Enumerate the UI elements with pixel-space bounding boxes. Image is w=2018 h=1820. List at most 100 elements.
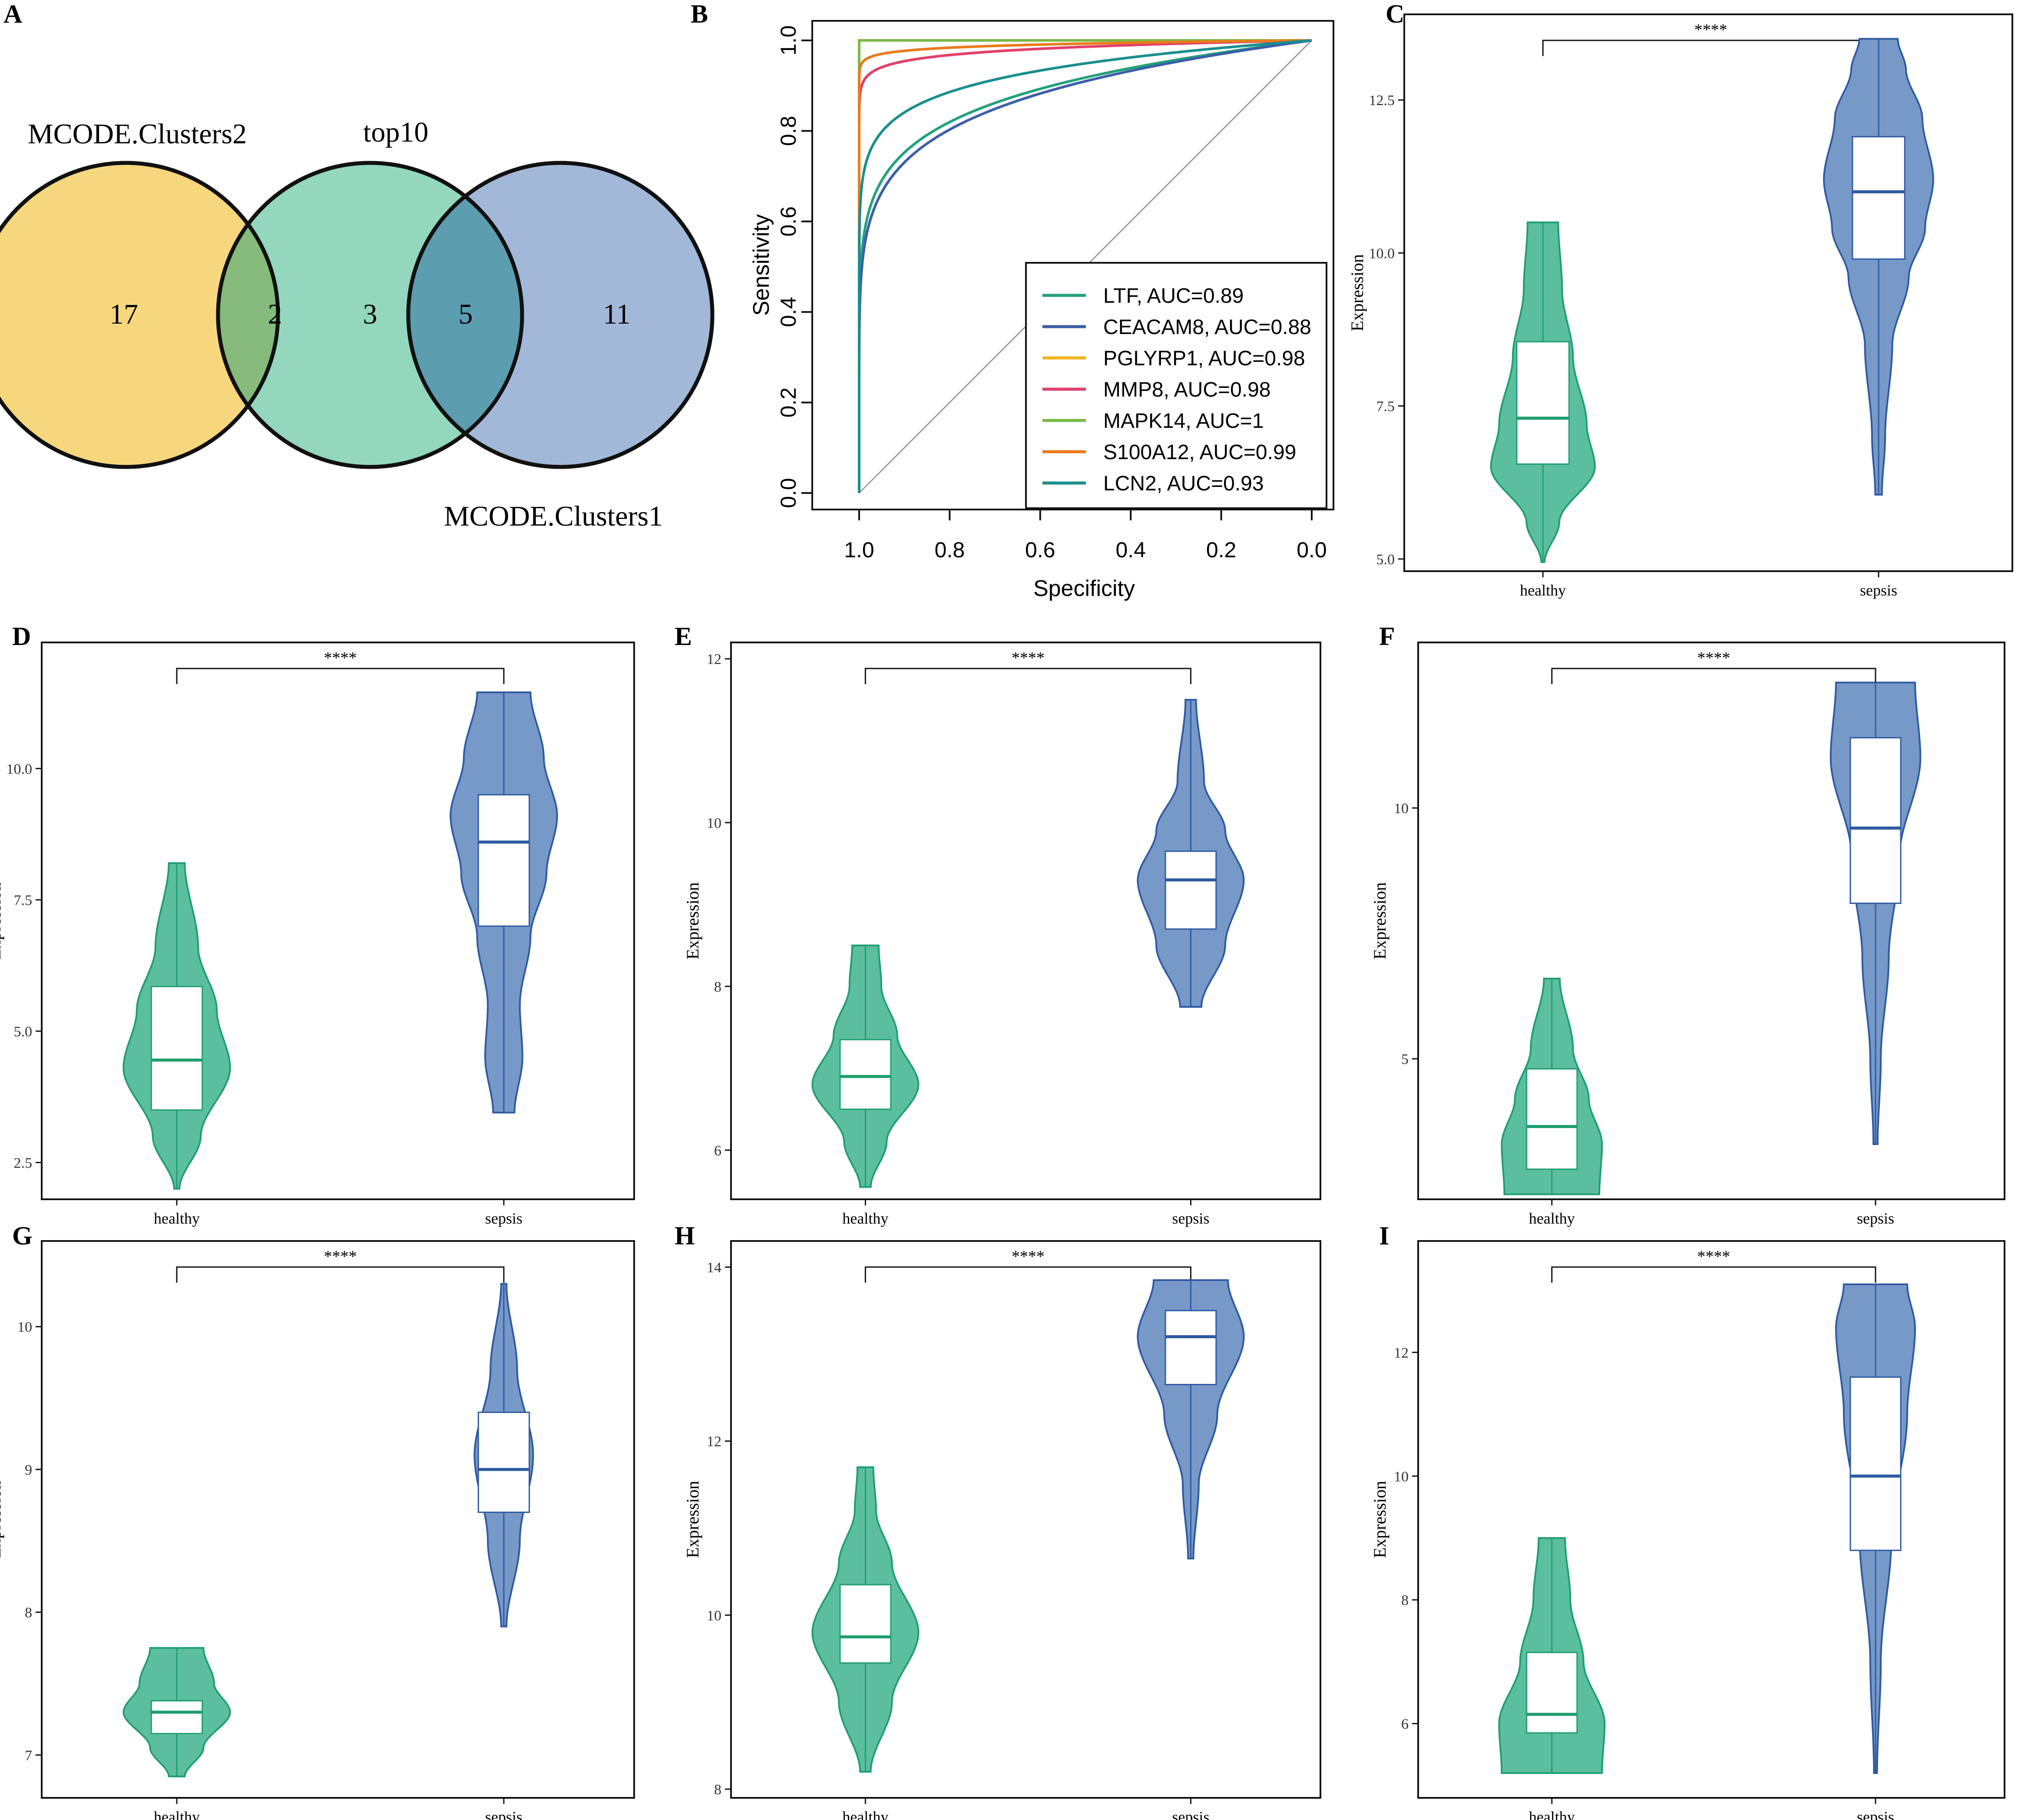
panel-label: D bbox=[12, 622, 31, 651]
significance-label: **** bbox=[324, 649, 357, 667]
y-tick-label: 6 bbox=[714, 1143, 721, 1159]
violin-panel-h: H 8 10 12 14 Expression healthy sepsis **** bbox=[675, 1221, 1321, 1820]
significance-label: **** bbox=[1694, 21, 1727, 39]
y-axis-label: Expression bbox=[683, 882, 702, 960]
plot-frame bbox=[1417, 642, 2005, 1200]
roc-y-axis-label: Sensitivity bbox=[749, 214, 774, 316]
venn-count-only-clusters1: 11 bbox=[603, 298, 631, 330]
roc-x-tick-label: 0.2 bbox=[1206, 538, 1237, 562]
x-tick-label: sepsis bbox=[1860, 582, 1897, 599]
venn-overlap-clusters2-top10 bbox=[218, 224, 278, 406]
roc-legend-box bbox=[1025, 262, 1327, 509]
roc-legend-entry: LTF, AUC=0.89 bbox=[1103, 285, 1244, 308]
significance-label: **** bbox=[1012, 649, 1045, 667]
venn-set-label-clusters1: MCODE.Clusters1 bbox=[444, 500, 663, 532]
y-tick-label: 5.0 bbox=[1376, 552, 1395, 568]
significance-bracket bbox=[176, 1266, 505, 1283]
roc-x-tick-label: 0.8 bbox=[935, 538, 965, 562]
y-tick-label: 9 bbox=[25, 1462, 32, 1478]
significance-bracket bbox=[864, 668, 1191, 684]
y-tick-label: 8 bbox=[25, 1605, 32, 1621]
box-healthy bbox=[839, 1039, 892, 1110]
roc-y-tick-label: 0.2 bbox=[776, 387, 801, 418]
significance-label: **** bbox=[324, 1248, 357, 1266]
roc-curve-lcn2 bbox=[858, 39, 1312, 493]
venn-count-top10-clusters1: 5 bbox=[459, 298, 473, 330]
x-tick-label: sepsis bbox=[1172, 1210, 1209, 1227]
box-healthy bbox=[839, 1584, 892, 1664]
x-tick-label: sepsis bbox=[485, 1808, 523, 1820]
roc-y-tick-label: 0.0 bbox=[776, 478, 801, 508]
panel-label: E bbox=[675, 622, 692, 651]
plot-frame bbox=[730, 1240, 1321, 1799]
roc-x-tick-label: 0.4 bbox=[1115, 538, 1146, 562]
roc-legend-entry: LCN2, AUC=0.93 bbox=[1103, 472, 1264, 495]
roc-legend-entry: MMP8, AUC=0.98 bbox=[1103, 378, 1271, 401]
venn-diagram: A MCODE.Clusters2 top10 MCODE.Clusters1 … bbox=[0, 0, 715, 532]
y-tick-label: 6 bbox=[1401, 1716, 1409, 1732]
x-tick-label: healthy bbox=[1529, 1808, 1575, 1820]
box-healthy bbox=[150, 986, 203, 1111]
y-tick-label: 10 bbox=[707, 1608, 721, 1624]
violin-panel-g: G 7 8 9 10 Expression healthy sepsis **** bbox=[0, 1221, 635, 1820]
roc-x-tick-label: 0.0 bbox=[1297, 538, 1327, 562]
roc-x-axis-label: Specificity bbox=[1033, 576, 1135, 601]
panel-label: I bbox=[1379, 1221, 1389, 1250]
roc-curve-mmp8 bbox=[858, 39, 1312, 493]
x-tick-label: healthy bbox=[154, 1808, 200, 1820]
y-tick-label: 8 bbox=[714, 1782, 721, 1798]
significance-bracket bbox=[864, 1266, 1191, 1283]
y-axis-label: Expression bbox=[683, 1481, 702, 1558]
panel-label-b: B bbox=[691, 0, 708, 28]
significance-bracket bbox=[1542, 40, 1879, 56]
roc-curves bbox=[858, 39, 1312, 493]
violin-panel-c: C 5.0 7.5 10.0 12.5 Expression healthy sepsis **… bbox=[1347, 0, 2013, 599]
x-tick-label: healthy bbox=[1520, 582, 1566, 599]
y-axis-label: Expression bbox=[1347, 254, 1367, 331]
x-tick-label: healthy bbox=[154, 1210, 200, 1227]
x-tick-label: healthy bbox=[842, 1210, 888, 1227]
x-tick-label: sepsis bbox=[485, 1210, 523, 1227]
x-tick-label: sepsis bbox=[1857, 1808, 1894, 1820]
box-sepsis bbox=[477, 794, 530, 927]
box-healthy bbox=[150, 1700, 203, 1734]
x-tick-label: healthy bbox=[1529, 1210, 1575, 1227]
y-tick-label: 10.0 bbox=[7, 761, 33, 777]
panel-label: G bbox=[12, 1221, 33, 1250]
significance-label: **** bbox=[1697, 1248, 1730, 1266]
y-tick-label: 14 bbox=[707, 1260, 721, 1276]
box-sepsis bbox=[1849, 737, 1902, 904]
roc-legend: LTF, AUC=0.89 CEACAM8, AUC=0.88 PGLYRP1, A… bbox=[1042, 285, 1311, 495]
y-axis-label: Expression bbox=[0, 882, 4, 960]
plot-frame bbox=[1403, 13, 2013, 572]
roc-legend-entry: CEACAM8, AUC=0.88 bbox=[1103, 316, 1311, 339]
y-tick-label: 7 bbox=[25, 1747, 32, 1764]
y-tick-label: 7.5 bbox=[1376, 399, 1395, 415]
x-tick-label: sepsis bbox=[1857, 1210, 1894, 1227]
roc-y-tick-label: 1.0 bbox=[776, 25, 801, 56]
roc-curve-s100a12 bbox=[858, 39, 1312, 493]
y-axis-label: Expression bbox=[1370, 882, 1389, 960]
y-tick-label: 10 bbox=[1394, 1469, 1409, 1485]
y-tick-label: 12.5 bbox=[1369, 93, 1395, 109]
roc-axes: 1.0 0.8 0.6 0.4 0.2 0.0 0.0 0.2 0.4 0.6 0.8 1.0 bbox=[776, 25, 1327, 562]
violin-panel-i: I 6 8 10 12 Expression healthy sepsis **** bbox=[1370, 1221, 2005, 1820]
y-tick-label: 10.0 bbox=[1369, 245, 1395, 261]
significance-label: **** bbox=[1697, 649, 1730, 667]
roc-y-tick-label: 0.6 bbox=[776, 206, 801, 237]
venn-set-label-top10: top10 bbox=[363, 116, 428, 148]
significance-bracket bbox=[1551, 1266, 1876, 1283]
plot-frame bbox=[41, 1240, 635, 1799]
y-tick-label: 12 bbox=[707, 652, 721, 668]
y-tick-label: 2.5 bbox=[14, 1155, 33, 1171]
y-tick-label: 10 bbox=[707, 815, 721, 831]
y-axis-label: Expression bbox=[0, 1481, 4, 1558]
box-sepsis bbox=[1849, 1376, 1902, 1551]
y-tick-label: 8 bbox=[1401, 1592, 1409, 1608]
y-tick-label: 12 bbox=[1394, 1345, 1409, 1361]
box-sepsis bbox=[1164, 1310, 1217, 1386]
plot-frame bbox=[1417, 1240, 2005, 1799]
box-healthy bbox=[1516, 341, 1570, 465]
y-tick-label: 5.0 bbox=[14, 1024, 33, 1040]
